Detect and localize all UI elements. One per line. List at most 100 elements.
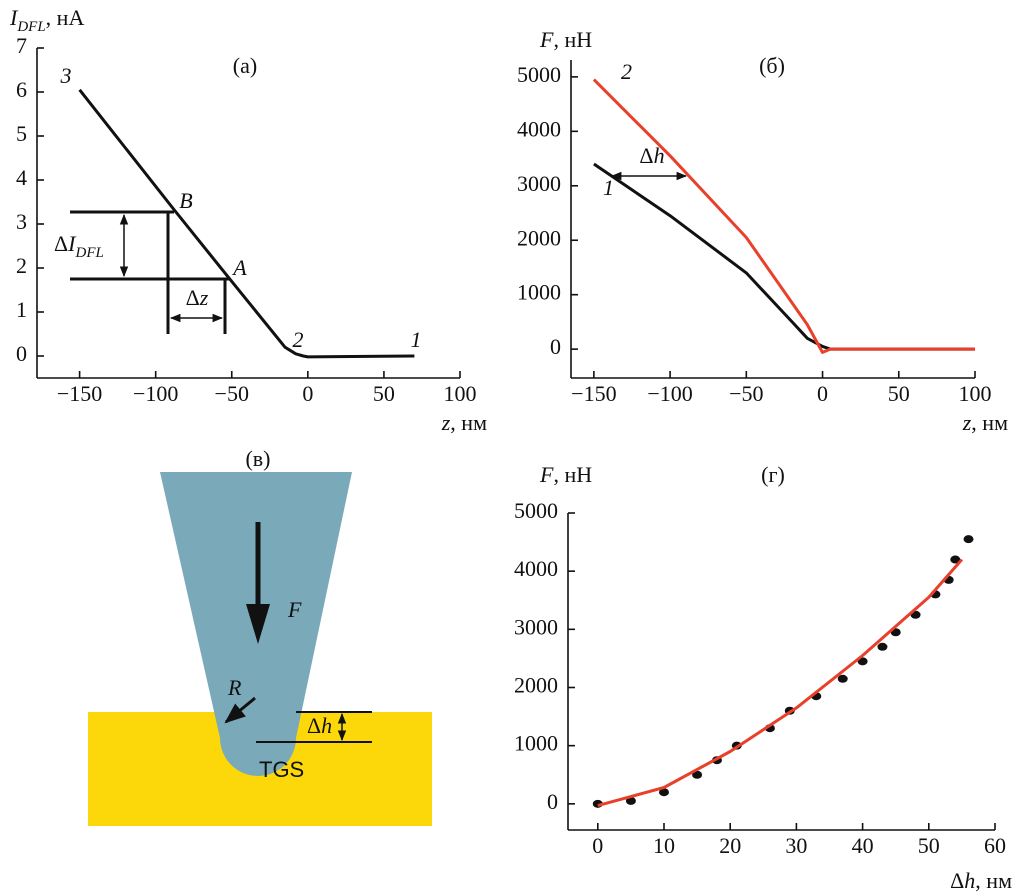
y-tick-label: 4000 — [514, 556, 558, 581]
text-part: Δ — [639, 143, 653, 168]
data-line — [78, 88, 415, 359]
y-tick-label: 1000 — [517, 280, 561, 305]
text-part: 1 — [411, 327, 422, 352]
y-tick-label: 2000 — [514, 673, 558, 698]
y-tick-label: 0 — [550, 334, 561, 359]
y-tick-label: 5000 — [514, 498, 558, 523]
x-tick-label: 40 — [852, 833, 874, 858]
force-arrowhead — [246, 604, 270, 644]
data-line — [593, 162, 975, 351]
y-tick-label: 0 — [16, 341, 27, 366]
data-point — [950, 555, 961, 564]
text-part: z — [962, 410, 972, 435]
x-tick-label: 60 — [984, 833, 1006, 858]
curve-label: B — [179, 188, 192, 213]
x-tick-label: 30 — [785, 833, 807, 858]
y-tick-label: 5000 — [517, 62, 561, 87]
data-line — [592, 78, 975, 354]
curve-label: 1 — [603, 175, 614, 200]
text-part: z — [199, 285, 209, 310]
data-point — [625, 796, 636, 805]
x-tick-label: 20 — [719, 833, 741, 858]
force-label: F — [287, 597, 302, 622]
text-part: h — [654, 143, 665, 168]
y-axis-label: IDFL, нА — [9, 5, 84, 35]
depth-label: Δh — [307, 713, 332, 738]
x-tick-label: 50 — [373, 381, 395, 406]
x-tick-label: 100 — [959, 381, 992, 406]
curve-label: 1 — [411, 327, 422, 352]
y-tick-label: 3000 — [517, 171, 561, 196]
text-part: 3 — [60, 63, 72, 88]
text-part: DFL — [74, 245, 103, 261]
y-tick-label: 3000 — [514, 614, 558, 639]
text-part: z — [441, 410, 451, 435]
x-tick-label: −100 — [647, 381, 692, 406]
y-tick-label: 6 — [16, 77, 27, 102]
curve-label: A — [231, 255, 247, 280]
panel-label: (в) — [245, 446, 270, 471]
y-tick-label: 7 — [16, 33, 27, 58]
x-axis-label: Δh, нм — [950, 868, 1012, 893]
data-point — [837, 674, 848, 683]
text-part: A — [231, 255, 247, 280]
text-part: , нА — [46, 5, 85, 30]
x-tick-label: 10 — [653, 833, 675, 858]
text-part: Δ — [307, 713, 321, 738]
x-tick-label: 0 — [592, 833, 603, 858]
text-part: h — [964, 868, 975, 893]
text-part: I — [67, 231, 77, 256]
y-tick-label: 1 — [16, 297, 27, 322]
x-tick-label: 50 — [888, 381, 910, 406]
delta-label: Δh — [639, 143, 664, 168]
y-tick-label: 5 — [16, 121, 27, 146]
y-tick-label: 2000 — [517, 225, 561, 250]
data-point — [963, 535, 974, 544]
radius-arrow — [224, 696, 256, 724]
x-tick-label: −50 — [215, 381, 249, 406]
x-tick-label: −150 — [57, 381, 102, 406]
text-part: h — [321, 713, 332, 738]
text-part: Δ — [950, 868, 964, 893]
data-point — [658, 788, 669, 797]
text-part: F — [539, 27, 554, 52]
x-tick-label: −100 — [133, 381, 178, 406]
diagram: (в) F R TGS — [88, 446, 432, 826]
chart-title: (б) — [759, 53, 785, 78]
delta-label: ΔIDFL — [54, 231, 104, 261]
curve-label: 2 — [621, 59, 632, 84]
y-tick-label: 4 — [16, 165, 27, 190]
text-part: Δ — [54, 231, 68, 256]
x-tick-label: 50 — [918, 833, 940, 858]
text-part: , нм — [971, 410, 1008, 435]
x-axis-label: z, нм — [962, 410, 1008, 435]
text-part: , нН — [553, 27, 592, 52]
text-part: , нм — [450, 410, 487, 435]
text-part: DFL — [16, 19, 45, 35]
y-tick-label: 1000 — [514, 731, 558, 756]
y-axis-label: F, нН — [539, 462, 592, 487]
chart-title: (г) — [761, 462, 785, 487]
text-part: , нН — [553, 462, 592, 487]
text-part: 2 — [293, 327, 304, 352]
text-part: , нм — [975, 868, 1012, 893]
sample-label: TGS — [259, 757, 304, 782]
x-tick-label: 100 — [444, 381, 477, 406]
x-tick-label: −50 — [729, 381, 763, 406]
text-part: I — [9, 5, 19, 30]
radius-label: R — [227, 675, 242, 700]
y-tick-label: 4000 — [517, 116, 561, 141]
x-tick-label: −150 — [571, 381, 616, 406]
x-axis-label: z, нм — [441, 410, 487, 435]
x-tick-label: 0 — [817, 381, 828, 406]
curve-label: 3 — [60, 63, 72, 88]
text-part: B — [179, 188, 192, 213]
y-axis-label: F, нН — [539, 27, 592, 52]
text-part: Δ — [186, 285, 200, 310]
data-line — [597, 558, 964, 808]
delta-label: Δz — [186, 285, 209, 310]
x-tick-label: 0 — [302, 381, 313, 406]
y-tick-label: 0 — [547, 789, 558, 814]
y-tick-label: 2 — [16, 253, 27, 278]
